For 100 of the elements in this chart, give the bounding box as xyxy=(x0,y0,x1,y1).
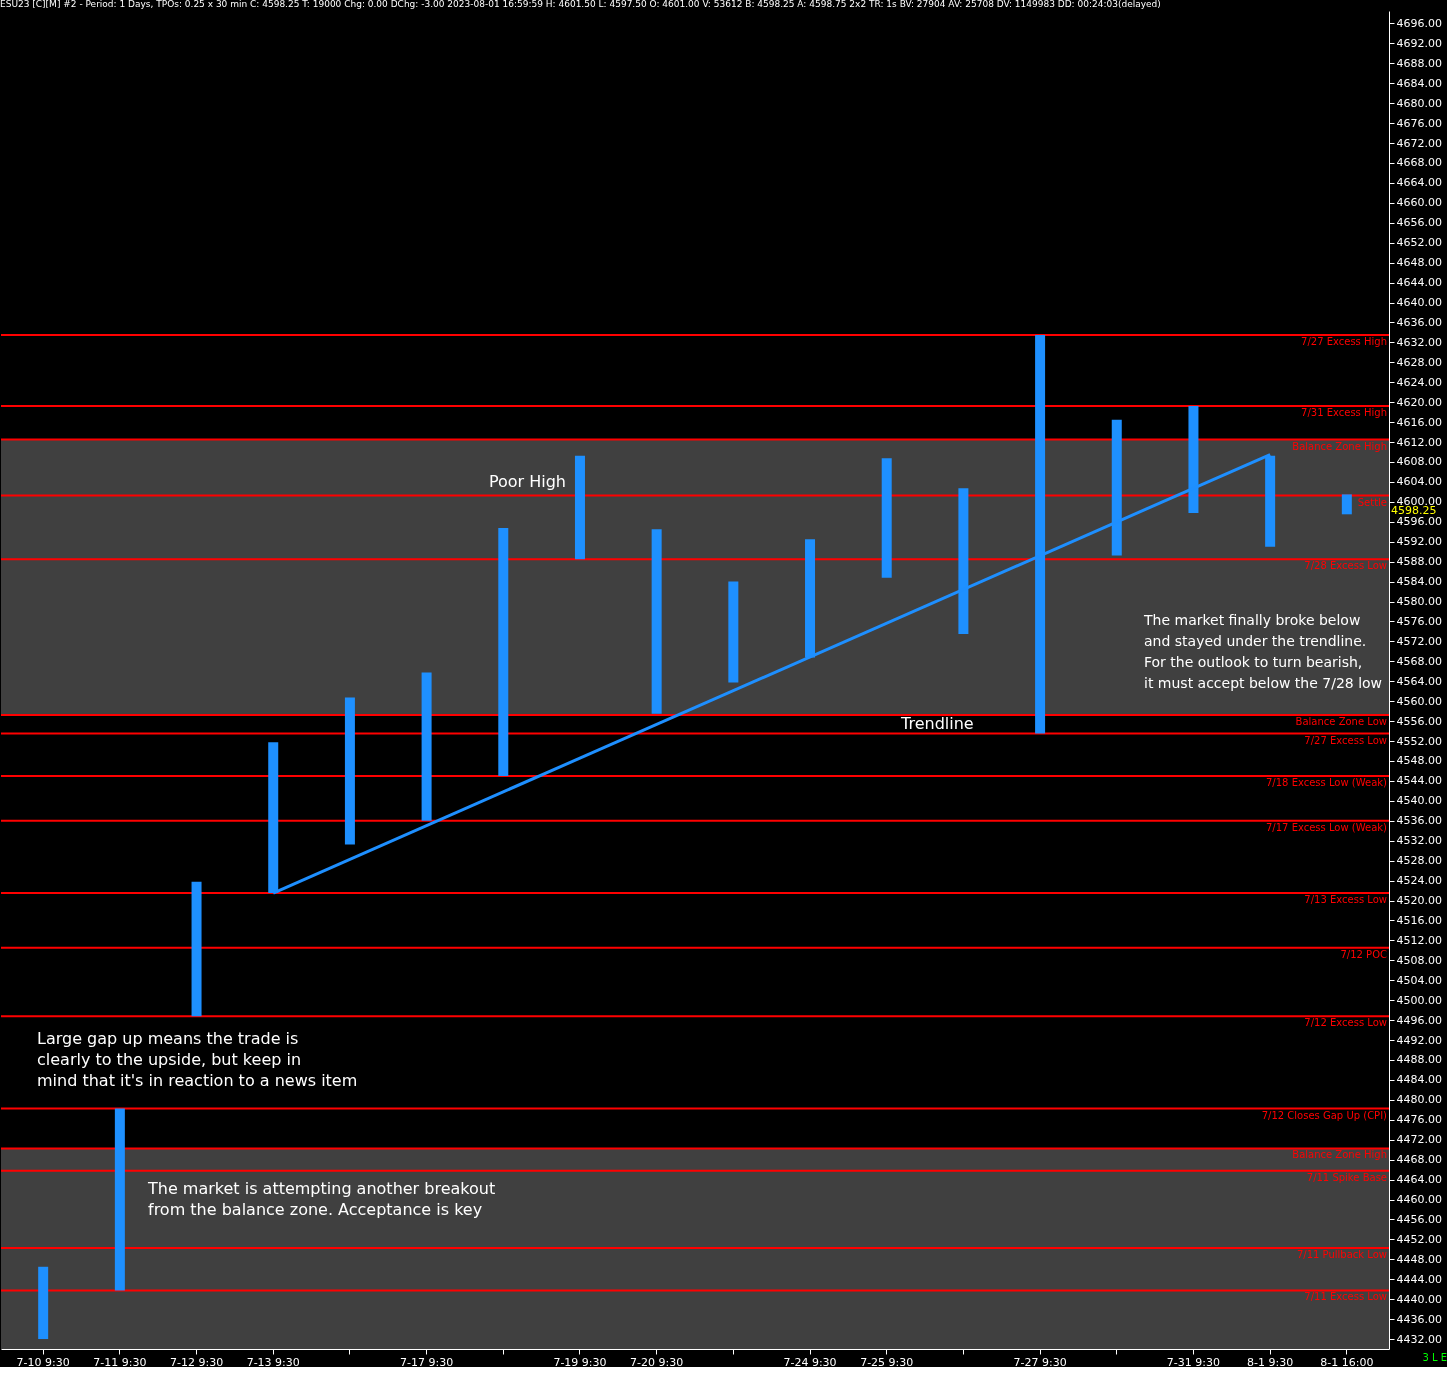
bar xyxy=(574,455,585,560)
y-tick-label: 4500.00 xyxy=(1396,993,1442,1007)
x-tick-label: 7-13 9:30 xyxy=(246,1355,300,1369)
chart-title: ESU23 [C][M] #2 - Period: 1 Days, TPOs: 0.25 x 30 min C: 4598.25 T: 19000 Chg: 0.00 DChg: -3.00 2023-08-01 16:59:59 H: 4601.50 L: 4597.50 O: 4601.00 V: 53612 B: 4598.25 A: 4598.75 2x2 TR: 1s BV: 27904 AV: 25708 DV: 1149983 DD: 00:24:03(delayed) xyxy=(0,0,1161,9)
annotation: Poor High xyxy=(488,471,566,491)
y-tick-label: 4520.00 xyxy=(1396,894,1442,908)
bar xyxy=(728,581,739,683)
y-tick-label: 4672.00 xyxy=(1396,136,1442,150)
x-tick-label: 7-17 9:30 xyxy=(400,1355,454,1369)
y-tick-label: 4432.00 xyxy=(1396,1332,1442,1346)
x-tick-label: 7-25 9:30 xyxy=(860,1355,914,1369)
y-tick-label: 4680.00 xyxy=(1396,96,1442,110)
y-tick-label: 4608.00 xyxy=(1396,455,1442,469)
y-tick-label: 4692.00 xyxy=(1396,36,1442,50)
y-tick-label: 4532.00 xyxy=(1396,834,1442,848)
x-tick-label: 7-19 9:30 xyxy=(553,1355,607,1369)
ref-line-label: 7/31 Excess High xyxy=(1301,406,1387,418)
y-tick-label: 4636.00 xyxy=(1396,315,1442,329)
y-tick-label: 4676.00 xyxy=(1396,116,1442,130)
annotation: Large gap up means the trade is clearly to the upside, but keep in mind that it's in reaction to a news item xyxy=(37,1029,358,1090)
y-tick-label: 4488.00 xyxy=(1396,1053,1442,1067)
y-tick-label: 4588.00 xyxy=(1396,555,1442,569)
x-tick-label: 8-1 16:00 xyxy=(1320,1355,1374,1369)
y-tick-label: 4628.00 xyxy=(1396,355,1442,369)
x-tick-label: 7-24 9:30 xyxy=(783,1355,837,1369)
y-tick-label: 4696.00 xyxy=(1396,16,1442,30)
x-tick-label: 7-31 9:30 xyxy=(1166,1355,1221,1369)
ref-line-label: 7/11 Excess Low xyxy=(1304,1291,1387,1303)
y-tick-label: 4660.00 xyxy=(1396,196,1442,210)
y-tick-label: 4472.00 xyxy=(1396,1133,1442,1147)
y-tick-label: 4476.00 xyxy=(1396,1113,1442,1127)
y-tick-label: 4524.00 xyxy=(1396,874,1442,888)
y-tick-label: 4616.00 xyxy=(1396,415,1442,429)
y-tick-label: 4632.00 xyxy=(1396,335,1442,349)
bar xyxy=(114,1108,125,1291)
y-tick-label: 4596.00 xyxy=(1396,515,1442,529)
y-tick-label: 4688.00 xyxy=(1396,56,1442,70)
ref-line-label: 7/17 Excess Low (Weak) xyxy=(1266,821,1388,833)
bar xyxy=(421,672,432,821)
y-tick-label: 4444.00 xyxy=(1396,1272,1442,1286)
y-tick-label: 4448.00 xyxy=(1396,1252,1442,1266)
y-tick-label: 4584.00 xyxy=(1396,575,1442,589)
y-tick-label: 4536.00 xyxy=(1396,814,1442,828)
y-tick-label: 4620.00 xyxy=(1396,395,1442,409)
ref-line-label: 7/12 Excess Low xyxy=(1304,1017,1387,1029)
y-tick-label: 4492.00 xyxy=(1396,1033,1442,1047)
y-tick-label: 4580.00 xyxy=(1396,595,1442,609)
bar xyxy=(881,458,892,578)
y-tick-label: 4440.00 xyxy=(1396,1292,1442,1306)
y-tick-label: 4564.00 xyxy=(1396,674,1442,688)
annotation: The market finally broke below and stayed under the trendline. For the outlook to turn bearish, it must accept below the 7/28 low xyxy=(1143,612,1383,691)
ref-line-label: Balance Zone High xyxy=(1292,1149,1387,1161)
y-tick-label: 4568.00 xyxy=(1396,654,1442,668)
y-tick-label: 4612.00 xyxy=(1396,435,1442,449)
y-tick-label: 4484.00 xyxy=(1396,1073,1442,1087)
ref-line-label: Balance Zone High xyxy=(1292,440,1387,452)
y-tick-label: 4468.00 xyxy=(1396,1153,1442,1167)
annotation: The market is attempting another breakout from the balance zone. Acceptance is key xyxy=(147,1179,496,1219)
ref-line-label: 7/11 Spike Base xyxy=(1306,1171,1387,1183)
y-tick-label: 4576.00 xyxy=(1396,614,1442,628)
y-tick-label: 4652.00 xyxy=(1396,236,1442,250)
y-tick-label: 4644.00 xyxy=(1396,276,1442,290)
bar xyxy=(344,697,355,845)
y-tick-label: 4496.00 xyxy=(1396,1013,1442,1027)
y-tick-label: 4604.00 xyxy=(1396,475,1442,489)
y-tick-label: 4592.00 xyxy=(1396,535,1442,549)
bar xyxy=(958,488,969,634)
y-tick-label: 4508.00 xyxy=(1396,953,1442,967)
y-tick-label: 4548.00 xyxy=(1396,754,1442,768)
y-tick-label: 4452.00 xyxy=(1396,1232,1442,1246)
y-tick-label: 4456.00 xyxy=(1396,1212,1442,1226)
bar xyxy=(651,529,662,714)
y-tick-label: 4540.00 xyxy=(1396,794,1442,808)
y-tick-label: 4512.00 xyxy=(1396,933,1442,947)
y-tick-label: 4640.00 xyxy=(1396,296,1442,310)
y-tick-label: 4460.00 xyxy=(1396,1193,1442,1206)
y-tick-label: 4464.00 xyxy=(1396,1173,1442,1187)
ref-line-label: 7/13 Excess Low xyxy=(1304,894,1387,906)
y-tick-label: 4560.00 xyxy=(1396,694,1442,708)
annotation: Trendline xyxy=(900,714,974,733)
y-tick-label: 4552.00 xyxy=(1396,734,1442,748)
y-tick-label: 4624.00 xyxy=(1396,375,1442,389)
y-tick-label: 4480.00 xyxy=(1396,1093,1442,1107)
x-tick-label: 7-20 9:30 xyxy=(630,1355,684,1369)
x-tick-label: 7-27 9:30 xyxy=(1013,1355,1067,1369)
x-tick-label: 7-11 9:30 xyxy=(93,1355,147,1369)
bar xyxy=(191,881,202,1017)
bar xyxy=(498,528,509,776)
x-tick-label: 8-1 9:30 xyxy=(1247,1355,1294,1369)
y-tick-label: 4516.00 xyxy=(1396,913,1442,927)
ref-line-label: 7/27 Excess Low xyxy=(1304,734,1387,746)
y-tick-label: 4664.00 xyxy=(1396,176,1442,190)
y-tick-label: 4556.00 xyxy=(1396,714,1442,728)
text: 3 L E xyxy=(1422,1352,1447,1363)
bar xyxy=(38,1266,49,1340)
y-tick-label: 4648.00 xyxy=(1396,256,1442,270)
ref-line-label: 7/18 Excess Low (Weak) xyxy=(1266,776,1388,788)
y-tick-label: 4656.00 xyxy=(1396,216,1442,230)
x-tick-label: 7-12 9:30 xyxy=(169,1355,224,1369)
ref-line-label: Settle xyxy=(1357,496,1387,508)
